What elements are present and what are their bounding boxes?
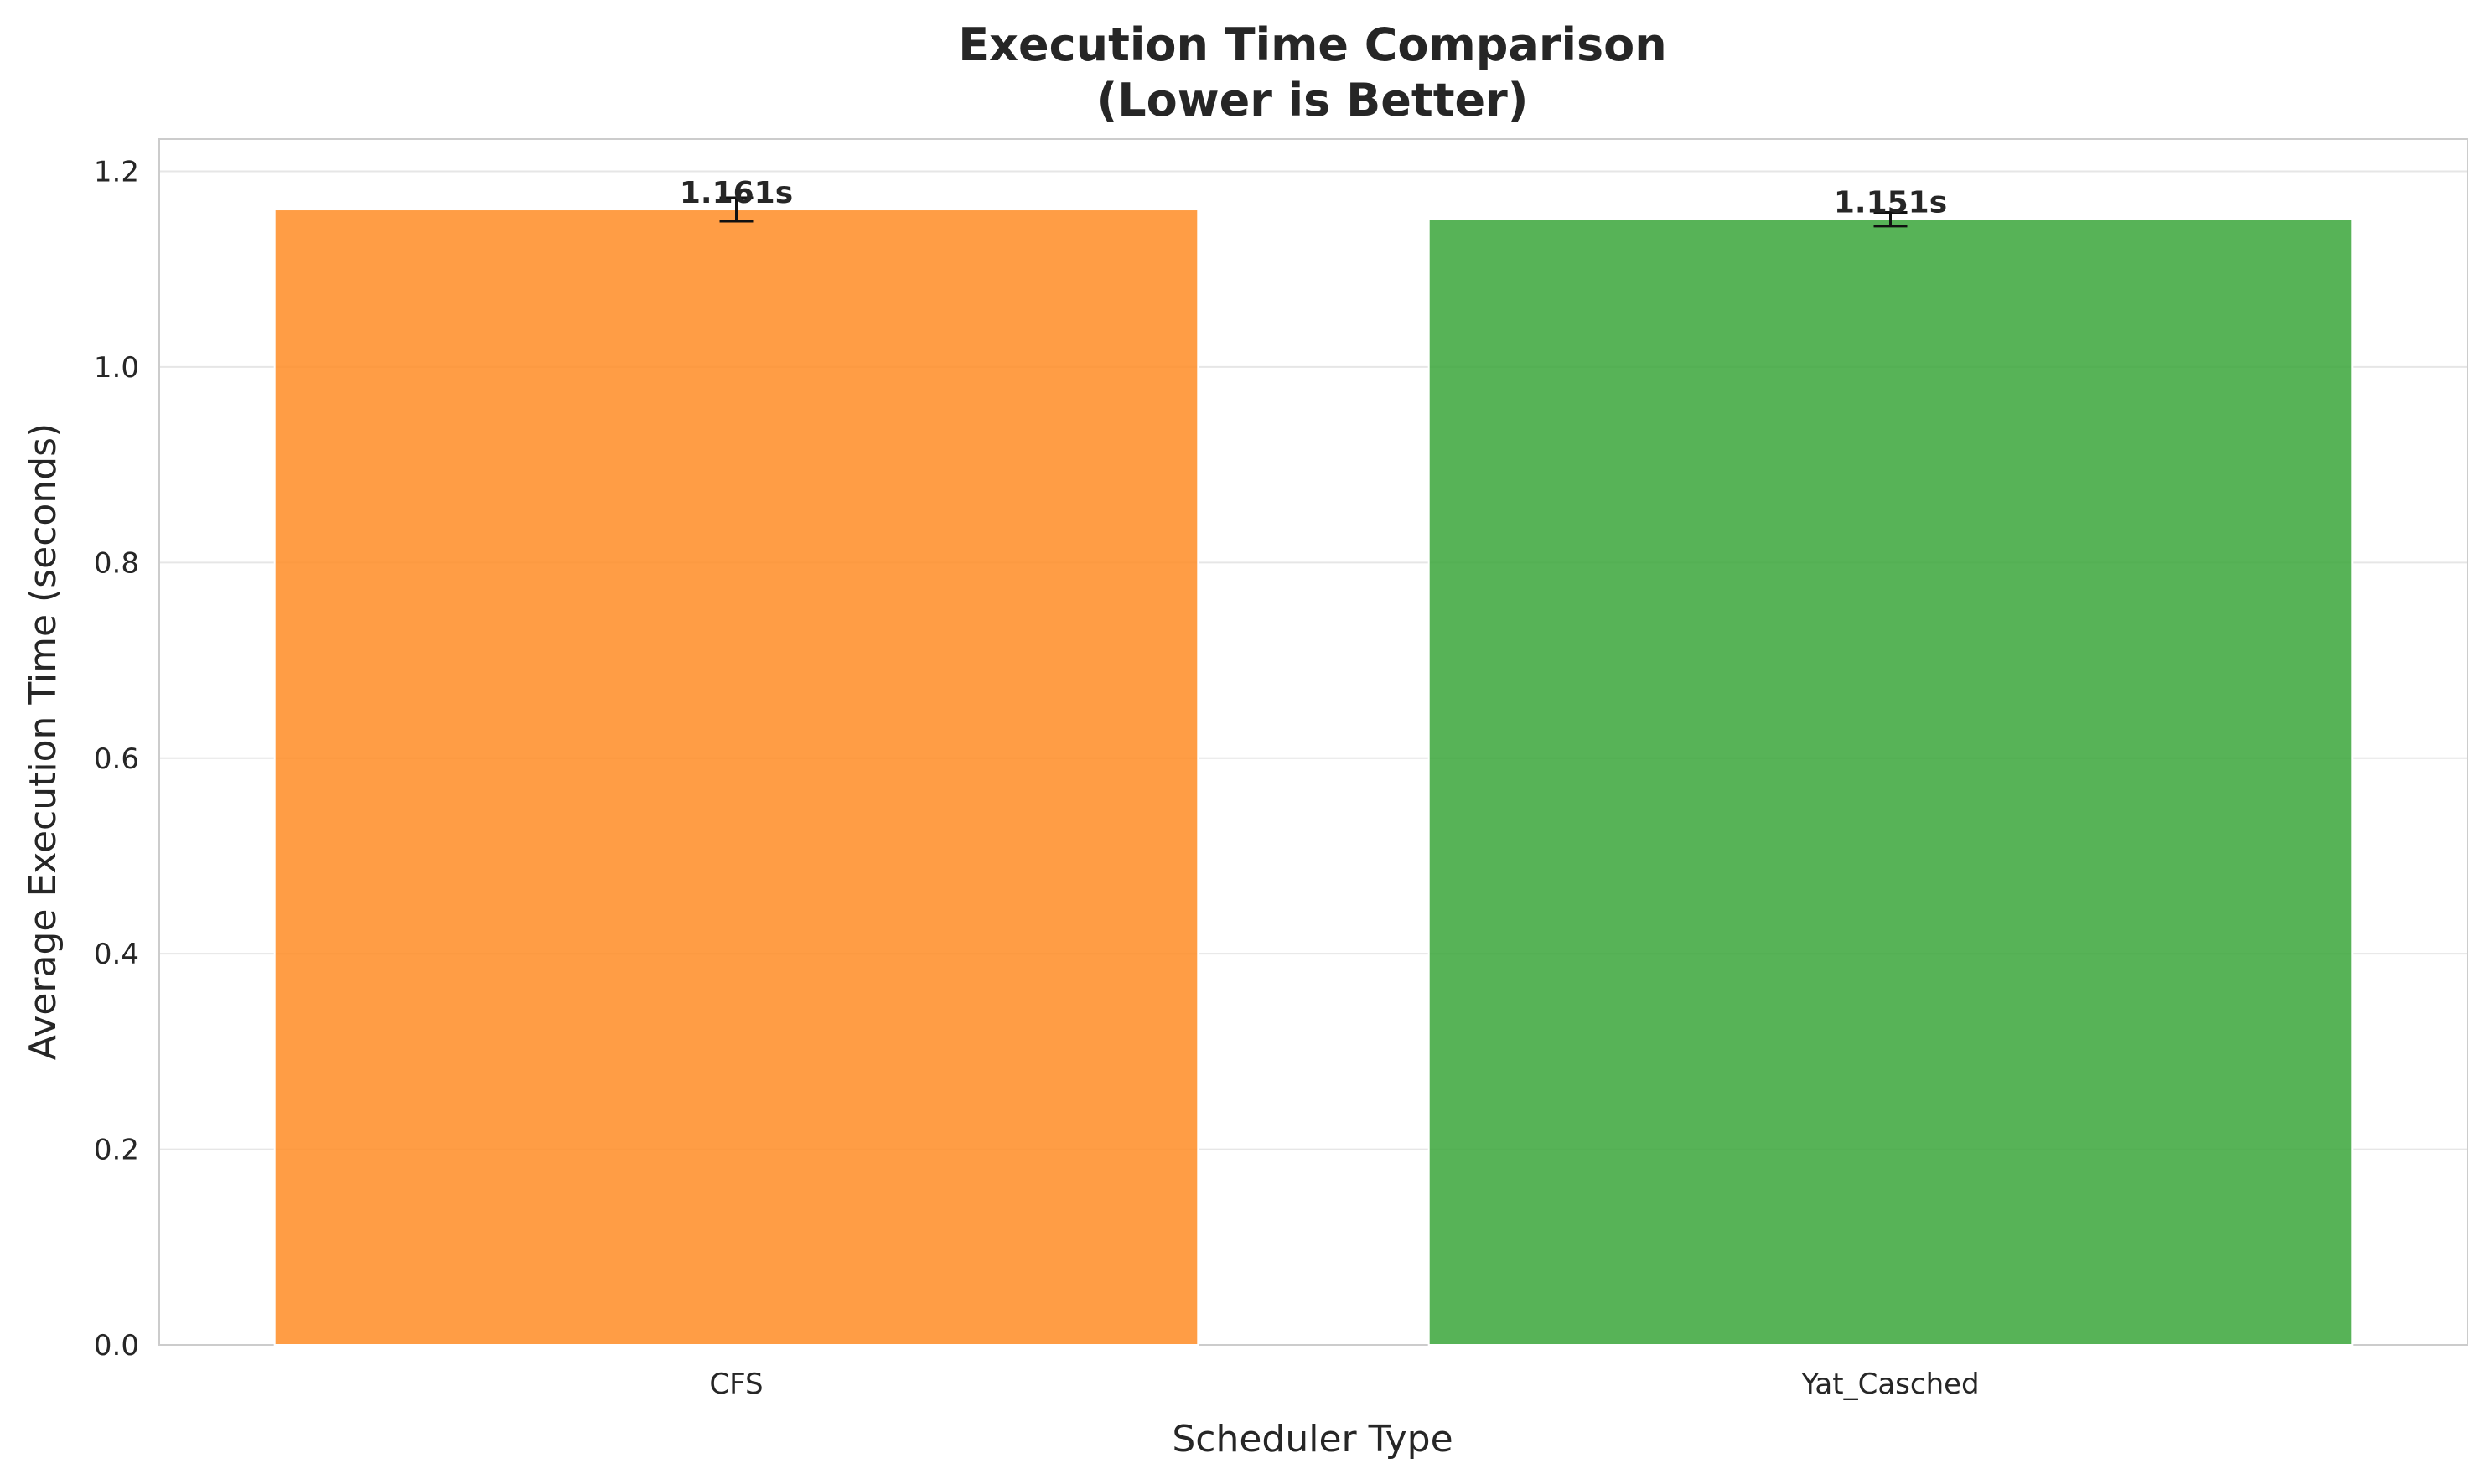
y-tick-labels: 0.0 0.2 0.4 0.6 0.8 1.0 1.2 (94, 156, 139, 1362)
bar-cfs (273, 209, 1199, 1347)
y-tick-label: 0.6 (94, 742, 139, 776)
bars (273, 209, 2354, 1347)
x-tick-label: CFS (709, 1368, 763, 1401)
data-label: 1.151s (1834, 186, 1947, 220)
y-tick-label: 0.4 (94, 938, 139, 971)
x-axis-label: Scheduler Type (1172, 1418, 1453, 1461)
y-tick-label: 0.2 (94, 1134, 139, 1167)
plot-frame (158, 138, 2468, 1346)
error-bars (719, 196, 1908, 228)
y-axis-label: Average Execution Time (seconds) (22, 423, 65, 1060)
chart-title: Execution Time Comparison (958, 18, 1666, 71)
error-bar (719, 196, 754, 223)
error-bar (1873, 211, 1908, 228)
y-tick-label: 1.2 (94, 156, 139, 189)
y-tick-label: 0.8 (94, 546, 139, 580)
chart-subtitle: (Lower is Better) (1097, 74, 1529, 127)
bar-yat-casched (1427, 218, 2354, 1346)
y-tick-label: 0.0 (94, 1329, 139, 1362)
data-labels: 1.161s 1.151s (680, 176, 1947, 220)
x-tick-label: Yat_Casched (1800, 1368, 1979, 1401)
x-tick-labels: CFS Yat_Casched (709, 1368, 1979, 1401)
data-label: 1.161s (680, 176, 793, 210)
y-tick-label: 1.0 (94, 351, 139, 385)
